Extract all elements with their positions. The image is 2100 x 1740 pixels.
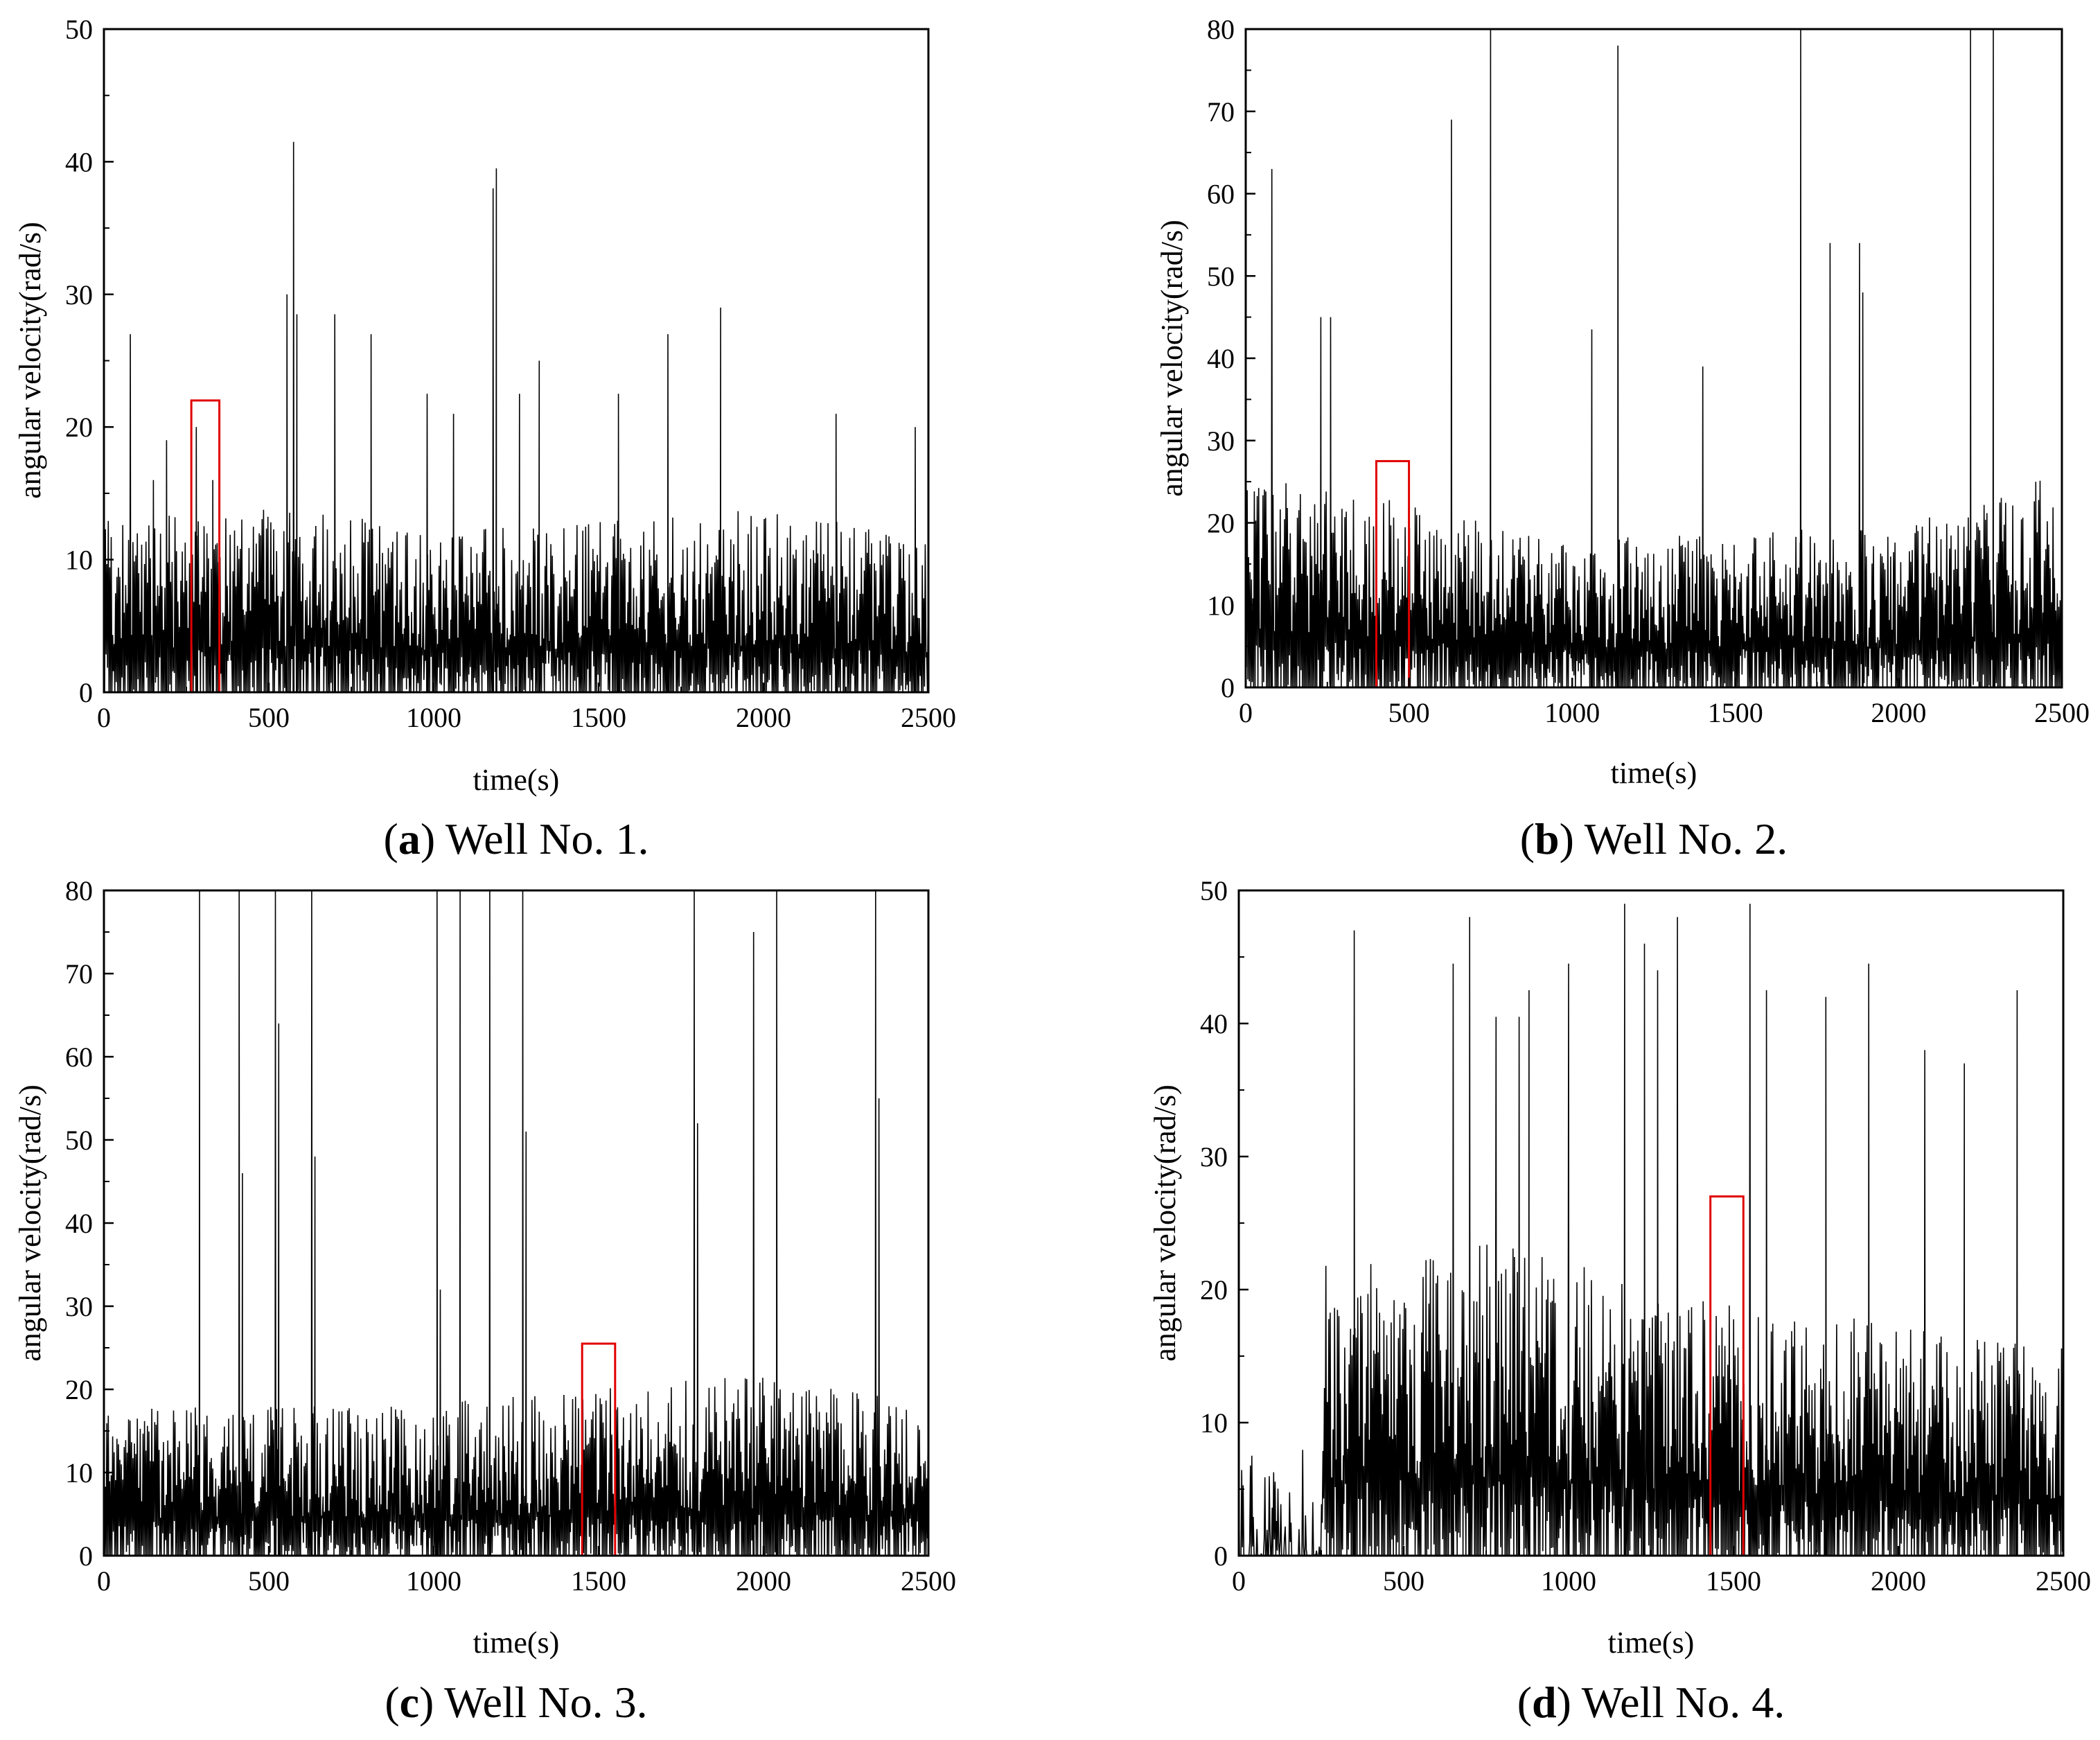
x-tick-label: 2500 [2034,697,2090,728]
caption-letter-b: b [1535,814,1560,863]
caption-letter-a: a [398,814,421,863]
x-tick-label: 1000 [1544,697,1600,728]
y-axis-label-c: angular velocity(rad/s) [13,1084,47,1362]
panel-b: 0 500 1000 1500 2000 2500 0 10 20 30 40 50 60 70 80 t… [1155,14,2090,863]
y-tick-label: 30 [1200,1141,1228,1172]
caption-text-c: Well No. 3. [434,1678,647,1727]
x-tick-label: 1500 [571,1565,626,1597]
caption-d: (d) Well No. 4. [1517,1678,1785,1727]
x-tick-label: 500 [248,702,290,733]
x-tick-label: 1500 [1706,1565,1761,1597]
x-tick-label: 1000 [1541,1565,1596,1597]
caption-letter-c: c [400,1678,419,1727]
y-ticks-a: 0 10 20 30 40 50 [65,14,114,708]
y-tick-label: 50 [1207,261,1235,292]
x-tick-label: 1500 [571,702,626,733]
x-tick-label: 1000 [406,702,461,733]
x-tick-label: 500 [1388,697,1430,728]
y-tick-label: 40 [65,1208,93,1239]
x-tick-label: 2000 [1871,1565,1926,1597]
x-tick-label: 0 [1239,697,1253,728]
x-ticks-b: 0 500 1000 1500 2000 2500 [1239,678,2090,728]
y-tick-label: 70 [1207,96,1235,128]
caption-c: (c) Well No. 3. [385,1678,647,1727]
y-tick-label: 30 [1207,425,1235,457]
series-line-b [1246,29,2062,687]
y-tick-label: 50 [65,14,93,45]
y-ticks-d: 0 10 20 30 40 50 [1200,875,1248,1572]
y-tick-label: 50 [1200,875,1228,906]
y-tick-label: 80 [65,875,93,906]
x-ticks-c: 0 500 1000 1500 2000 2500 [97,1546,956,1597]
x-tick-label: 500 [1383,1565,1424,1597]
x-tick-label: 2500 [2036,1565,2091,1597]
y-tick-label: 0 [1214,1540,1228,1572]
x-tick-label: 1500 [1708,697,1763,728]
caption-b: (b) Well No. 2. [1520,814,1788,863]
x-tick-label: 0 [1232,1565,1246,1597]
caption-text-a: Well No. 1. [435,814,648,863]
y-tick-label: 10 [1200,1407,1228,1439]
plot-area-c [104,890,928,1557]
y-tick-label: 60 [65,1042,93,1073]
panel-d: 0 500 1000 1500 2000 2500 0 10 20 30 40 50 time(s)… [1148,875,2091,1727]
y-tick-label: 10 [1207,590,1235,621]
x-axis-label-a: time(s) [473,763,560,797]
y-tick-label: 30 [65,279,93,310]
caption-text-b: Well No. 2. [1574,814,1788,863]
x-ticks-a: 0 500 1000 1500 2000 2500 [97,683,956,733]
panel-c: 0 500 1000 1500 2000 2500 0 10 20 30 40 50 60 70 80 t… [13,875,956,1727]
plot-area-a [104,141,928,694]
series-line-d [1239,904,2063,1556]
series-line-a [104,141,928,692]
x-tick-label: 2500 [901,702,956,733]
caption-text-d: Well No. 4. [1571,1678,1785,1727]
y-tick-label: 20 [65,1374,93,1405]
x-tick-label: 2000 [736,702,791,733]
x-tick-label: 2500 [901,1565,956,1597]
y-tick-label: 60 [1207,179,1235,210]
x-tick-label: 0 [97,1565,111,1597]
y-tick-label: 20 [1200,1274,1228,1306]
y-tick-label: 20 [1207,508,1235,539]
y-ticks-b: 0 10 20 30 40 50 60 70 80 [1207,14,1255,703]
y-tick-label: 10 [65,545,93,576]
y-tick-label: 30 [65,1291,93,1322]
y-axis-label-d: angular velocity(rad/s) [1148,1084,1182,1362]
x-axis-label-b: time(s) [1611,756,1697,790]
y-tick-label: 40 [1207,343,1235,374]
x-tick-label: 2000 [736,1565,791,1597]
y-tick-label: 0 [79,1540,93,1572]
series-line-c [104,890,928,1556]
x-tick-label: 0 [97,702,111,733]
y-axis-label-b: angular velocity(rad/s) [1155,220,1189,497]
y-tick-label: 80 [1207,14,1235,45]
panel-a: 0 500 1000 1500 2000 2500 0 10 20 30 40 50 time(s)… [13,14,956,863]
caption-letter-d: d [1532,1678,1557,1727]
plot-area-d [1239,904,2063,1557]
y-tick-label: 0 [79,677,93,708]
y-tick-label: 40 [65,146,93,177]
y-tick-label: 0 [1221,672,1235,703]
y-tick-label: 40 [1200,1008,1228,1039]
y-tick-label: 20 [65,412,93,443]
x-axis-label-c: time(s) [473,1626,560,1660]
y-tick-label: 10 [65,1457,93,1488]
x-axis-label-d: time(s) [1608,1626,1695,1660]
x-tick-label: 1000 [406,1565,461,1597]
y-ticks-c: 0 10 20 30 40 50 60 70 80 [65,875,114,1572]
y-tick-label: 50 [65,1125,93,1156]
y-axis-label-a: angular velocity(rad/s) [13,222,47,499]
x-ticks-d: 0 500 1000 1500 2000 2500 [1232,1546,2091,1597]
x-tick-label: 2000 [1871,697,1926,728]
x-tick-label: 500 [248,1565,290,1597]
y-tick-label: 70 [65,958,93,990]
plot-area-b [1246,29,2062,689]
caption-a: (a) Well No. 1. [384,814,649,863]
